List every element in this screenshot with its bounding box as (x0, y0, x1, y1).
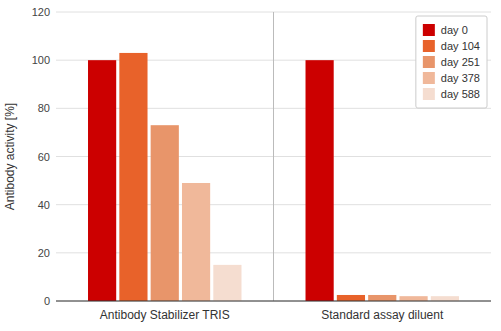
chart: 0 20 40 60 80 100 120 Antibody activity [%] Anti… (0, 0, 501, 331)
x-axis-line (56, 301, 491, 302)
bars (88, 53, 459, 301)
bar (88, 60, 116, 301)
group-separator (273, 12, 274, 301)
chart-container: 0 20 40 60 80 100 120 Antibody activity [%] Anti… (0, 0, 501, 331)
legend-swatch (423, 24, 435, 36)
bar (119, 53, 147, 301)
legend-swatch (423, 72, 435, 84)
y-tick-label: 120 (32, 6, 50, 18)
grid-line (56, 301, 491, 302)
bar (213, 265, 241, 301)
x-tick-label: Standard assay diluent (321, 308, 444, 322)
bar (368, 295, 396, 301)
bar (182, 183, 210, 301)
y-tick-label: 0 (44, 295, 50, 307)
y-axis: 0 20 40 60 80 100 120 (32, 6, 491, 307)
legend-label: day 251 (441, 56, 480, 68)
y-tick-label: 20 (38, 247, 50, 259)
y-axis-label: Antibody activity [%] (3, 103, 17, 210)
legend: day 0 day 104 day 251 day 378 day 588 (416, 16, 487, 108)
legend-swatch (423, 88, 435, 100)
y-tick-label: 40 (38, 199, 50, 211)
legend-label: day 0 (441, 24, 468, 36)
bar (431, 296, 459, 301)
y-tick-label: 80 (38, 102, 50, 114)
bar (399, 296, 427, 301)
x-axis: Antibody Stabilizer TRIS Standard assay d… (56, 301, 491, 322)
x-tick-label: Antibody Stabilizer TRIS (100, 308, 230, 322)
legend-swatch (423, 56, 435, 68)
legend-label: day 378 (441, 72, 480, 84)
y-tick-label: 100 (32, 54, 50, 66)
legend-label: day 588 (441, 88, 480, 100)
bar (306, 60, 334, 301)
legend-frame (416, 16, 487, 108)
legend-swatch (423, 40, 435, 52)
bar (337, 295, 365, 301)
legend-label: day 104 (441, 40, 480, 52)
bar (151, 125, 179, 301)
y-tick-label: 60 (38, 151, 50, 163)
